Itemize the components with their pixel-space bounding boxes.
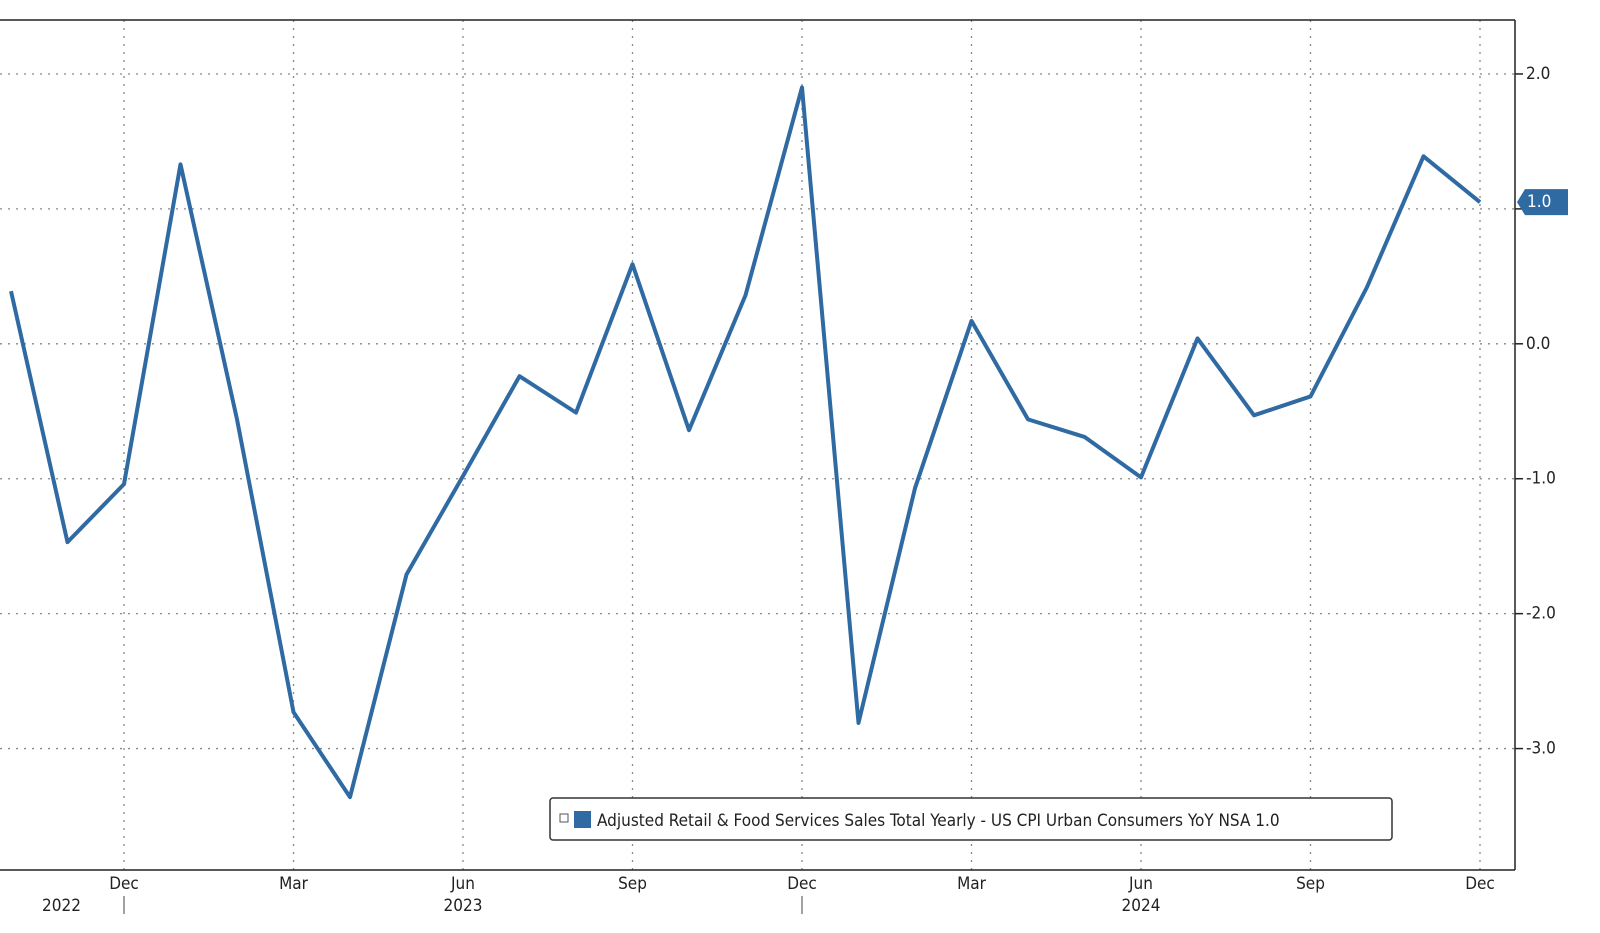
y-tick-label: 2.0 <box>1526 64 1550 84</box>
x-year-label: 2023 <box>444 896 483 916</box>
x-tick-label: Dec <box>1465 874 1495 894</box>
legend: Adjusted Retail & Food Services Sales To… <box>549 797 1393 841</box>
y-tick-label: -2.0 <box>1526 604 1556 624</box>
y-tick-label: 0.0 <box>1526 334 1550 354</box>
last-value-badge <box>1517 189 1568 216</box>
legend-box <box>549 797 1393 841</box>
last-value-label: 1.0 <box>1527 192 1551 212</box>
x-tick-label: Sep <box>1296 874 1325 894</box>
x-tick-label: Jun <box>1128 874 1153 894</box>
x-year-label: 2022 <box>42 896 81 916</box>
legend-name: Adjusted Retail & Food Services Sales To… <box>597 811 1251 831</box>
legend-swatch <box>574 811 591 828</box>
x-tick-label: Mar <box>279 874 309 894</box>
x-tick-label: Mar <box>957 874 987 894</box>
legend-label: Adjusted Retail & Food Services Sales To… <box>597 811 1280 831</box>
x-year-label: 2024 <box>1122 896 1161 916</box>
y-tick-label: -3.0 <box>1526 739 1556 759</box>
series-line <box>9 85 1482 800</box>
x-tick-label: Dec <box>109 874 139 894</box>
y-tick-label: -1.0 <box>1526 469 1556 489</box>
legend-toggle <box>559 813 569 823</box>
x-tick-label: Dec <box>787 874 817 894</box>
x-tick-label: Jun <box>450 874 475 894</box>
x-tick-label: Sep <box>618 874 647 894</box>
legend-value: 1.0 <box>1255 811 1279 831</box>
